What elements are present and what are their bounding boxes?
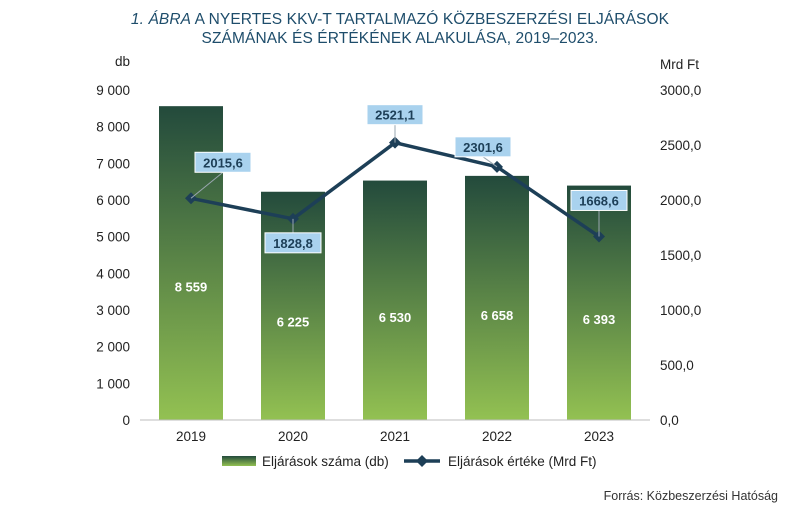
bar-2022 xyxy=(465,175,529,420)
legend: Eljárások száma (db) Eljárások értéke (Mr… xyxy=(222,454,597,469)
x-tick-label-2022: 2022 xyxy=(482,429,512,444)
x-tick-label-2020: 2020 xyxy=(278,429,308,444)
left-tick-label: 9 000 xyxy=(96,83,130,98)
line-value-label-2020: 1828,8 xyxy=(273,236,313,251)
left-axis-unit: db xyxy=(115,54,130,69)
callout-leader-2022 xyxy=(482,156,498,168)
left-tick-label: 0 xyxy=(122,413,130,428)
right-tick-label: 1500,0 xyxy=(660,248,701,263)
left-tick-label: 2 000 xyxy=(96,340,130,355)
right-tick-label: 1000,0 xyxy=(660,303,701,318)
source-note: Forrás: Közbeszerzési Hatóság xyxy=(603,489,778,503)
chart-title: 1. ÁBRA A NYERTES KKV-T TARTALMAZÓ KÖZBE… xyxy=(0,10,800,48)
left-tick-label: 4 000 xyxy=(96,266,130,281)
callout-box-2022 xyxy=(454,136,512,158)
title-text-1: A NYERTES KKV-T TARTALMAZÓ KÖZBESZERZÉSI… xyxy=(191,11,670,28)
value-labels-layer: 2015,6 1828,8 2521,1 2301,6 1668,6 xyxy=(190,104,628,254)
left-tick-label: 5 000 xyxy=(96,230,130,245)
callout-leader-2019 xyxy=(190,171,224,199)
right-axis-unit: Mrd Ft xyxy=(660,57,699,72)
left-tick-label: 8 000 xyxy=(96,120,130,135)
right-tick-label: 2000,0 xyxy=(660,193,701,208)
x-tick-label-2023: 2023 xyxy=(584,429,614,444)
line-value-label-2022: 2301,6 xyxy=(463,140,503,155)
left-tick-label: 6 000 xyxy=(96,193,130,208)
legend-marker-line xyxy=(416,455,428,467)
x-tick-label-2021: 2021 xyxy=(380,429,410,444)
chart-title-line1: 1. ÁBRA A NYERTES KKV-T TARTALMAZÓ KÖZBE… xyxy=(0,10,800,29)
bar-value-label-2022: 6 658 xyxy=(481,308,514,323)
line-value-label-2021: 2521,1 xyxy=(375,108,415,123)
bar-value-label-2020: 6 225 xyxy=(277,314,310,329)
callout-box-2021 xyxy=(366,104,424,126)
callout-box-2019 xyxy=(194,151,252,173)
right-tick-label: 3000,0 xyxy=(660,83,701,98)
line-value-label-2019: 2015,6 xyxy=(203,155,243,170)
axes-layer: 0 1 000 2 000 3 000 4 000 5 000 6 000 7 000 8 00… xyxy=(96,54,701,444)
figure-label: 1. ÁBRA xyxy=(130,11,192,28)
right-tick-label: 500,0 xyxy=(660,358,694,373)
bar-value-label-2023: 6 393 xyxy=(583,312,616,327)
right-tick-label: 0,0 xyxy=(660,413,679,428)
chart-title-line2: SZÁMÁNAK ÉS ÉRTÉKÉNEK ALAKULÁSA, 2019–20… xyxy=(201,30,599,47)
left-tick-label: 1 000 xyxy=(96,376,130,391)
legend-label-bars: Eljárások száma (db) xyxy=(262,454,389,469)
callout-box-2023 xyxy=(570,189,628,211)
callout-box-2020 xyxy=(264,232,322,254)
bar-value-label-2021: 6 530 xyxy=(379,310,412,325)
bar-value-label-2019: 8 559 xyxy=(175,279,208,294)
right-tick-label: 2500,0 xyxy=(660,138,701,153)
x-tick-label-2019: 2019 xyxy=(176,429,206,444)
bar-2021 xyxy=(363,180,427,420)
left-tick-label: 3 000 xyxy=(96,303,130,318)
legend-swatch-bars xyxy=(222,456,256,466)
legend-label-line: Eljárások értéke (Mrd Ft) xyxy=(448,454,597,469)
line-value-label-2023: 1668,6 xyxy=(579,193,619,208)
bars-layer: 8 559 6 225 6 530 6 658 6 393 xyxy=(159,106,631,421)
left-tick-label: 7 000 xyxy=(96,156,130,171)
